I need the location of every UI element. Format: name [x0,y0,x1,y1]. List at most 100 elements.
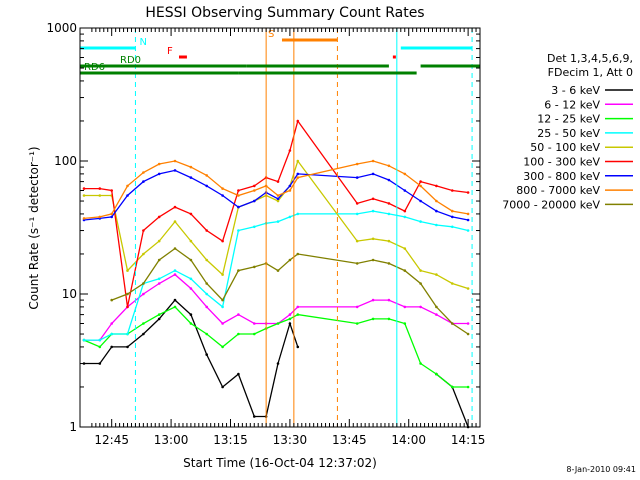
data-point-6-12-kev-5 [157,282,161,285]
data-point-50-100-kev-5 [157,239,161,243]
data-point-100-300-kev-8 [205,229,208,232]
x-tick-label-1300: 13:00 [154,433,189,447]
data-point-3-6-kev-5 [157,317,161,321]
series-line-50-100-kev [84,159,469,290]
data-point-300-800-kev-19 [403,189,407,192]
data-point-800-7000-kev-7 [189,165,193,169]
data-point-6-12-kev-6 [173,273,177,276]
data-point-50-100-kev-1 [98,194,102,197]
data-point-6-12-kev-4 [142,292,145,296]
data-point-50-100-kev-19 [403,247,407,250]
data-point-25-50-kev-9 [221,305,224,309]
legend-label-12-25-kev: 12 - 25 keV [537,113,600,126]
data-point-6-12-kev-20 [419,305,422,309]
data-point-7000-20000-kev-9 [221,298,224,302]
y-axis-label: Count Rate (s⁻¹ detector⁻¹) [27,146,41,309]
x-tick-label-1245: 12:45 [94,433,129,447]
legend-label-6-12-kev: 6 - 12 keV [544,98,600,111]
series-line-800-7000-kev [83,160,469,220]
data-point-3-6-kev-13 [276,362,280,365]
data-point-800-7000-kev-15 [296,176,300,179]
axis-layer: 1 10 100 1000 12:45 13:00 13:15 13:30 13:45 14:00… [46,21,485,447]
data-point-50-100-kev-8 [205,258,208,262]
data-point-25-50-kev-10 [237,229,240,232]
data-point-7000-20000-kev-23 [466,332,470,336]
data-point-6-12-kev-9 [221,322,224,325]
y-tick-label-10: 10 [62,287,77,301]
data-point-800-7000-kev-8 [205,174,208,177]
legend: Det 1,3,4,5,6,9, FDecim 1, Att 0 3 - 6 k… [502,52,633,211]
data-point-12-25-kev-4 [142,322,145,325]
data-point-50-100-kev-18 [387,239,391,243]
data-point-6-12-kev-16 [355,305,359,309]
data-point-800-7000-kev-14 [288,189,292,192]
data-point-7000-20000-kev-14 [288,258,292,262]
data-point-7000-20000-kev-21 [435,305,438,309]
data-point-3-6-kev-11 [253,415,256,418]
data-point-3-6-kev-4 [142,332,145,336]
data-point-100-300-kev-7 [189,212,193,216]
data-point-100-300-kev-23 [466,191,470,194]
data-point-3-6-kev-9 [221,385,224,389]
data-point-6-12-kev-8 [205,305,208,309]
series-line-100-300-kev [84,119,469,308]
data-point-7000-20000-kev-8 [205,282,208,285]
data-point-6-12-kev-7 [189,287,193,290]
data-point-50-100-kev-15 [296,159,300,163]
data-point-100-300-kev-9 [221,239,224,243]
data-point-7000-20000-kev-6 [173,247,177,250]
x-axis-label: Start Time (16-Oct-04 12:37:02) [183,456,377,470]
data-point-6-12-kev-10 [237,313,240,316]
data-point-25-50-kev-11 [253,225,256,229]
data-point-7000-20000-kev-22 [451,322,454,325]
data-point-50-100-kev-22 [451,282,454,285]
data-point-12-25-kev-13 [276,322,280,325]
data-point-25-50-kev-13 [276,220,280,223]
series-layer [82,119,470,429]
data-point-300-800-kev-5 [157,172,161,176]
x-tick-label-1345: 13:45 [332,433,367,447]
data-point-3-6-kev-6 [173,298,177,302]
data-point-50-100-kev-4 [142,252,145,256]
data-point-25-50-kev-8 [205,292,208,296]
y-tick-label-1: 1 [69,420,77,434]
data-point-50-100-kev-21 [435,273,438,276]
data-point-3-6-kev-15 [296,345,300,349]
data-point-50-100-kev-3 [126,269,129,272]
data-point-12-25-kev-23 [466,385,470,389]
data-point-300-800-kev-4 [142,180,145,183]
data-point-300-800-kev-21 [435,209,438,213]
x-tick-label-1415: 14:15 [451,433,486,447]
data-point-3-6-kev-14 [288,322,292,325]
legend-header-line-2: FDecim 1, Att 0 [548,66,633,79]
y-tick-label-1000: 1000 [46,21,77,35]
data-point-7000-20000-kev-5 [157,258,161,262]
data-point-25-50-kev-16 [355,212,359,216]
legend-header-line-1: Det 1,3,4,5,6,9, [547,52,633,65]
data-point-25-50-kev-17 [371,209,375,213]
data-point-800-7000-kev-10 [237,194,240,197]
legend-label-50-100-kev: 50 - 100 keV [530,141,600,154]
data-point-100-300-kev-17 [371,197,375,201]
data-point-12-25-kev-20 [419,362,422,365]
data-point-800-7000-kev-13 [276,194,280,197]
data-point-3-6-kev-2 [110,345,113,349]
data-point-7000-20000-kev-15 [296,252,300,256]
data-point-7000-20000-kev-7 [189,258,193,262]
data-point-100-300-kev-13 [276,180,280,183]
x-tick-label-1400: 14:00 [391,433,426,447]
data-point-800-7000-kev-11 [253,189,256,192]
data-point-800-7000-kev-3 [126,184,129,188]
data-point-800-7000-kev-22 [451,209,454,213]
series-line-300-800-kev [83,169,469,221]
x-tick-label-1315: 13:15 [213,433,248,447]
series-line-7000-20000-kev [111,247,469,335]
data-point-100-300-kev-3 [126,305,129,309]
data-point-50-100-kev-20 [419,269,422,272]
data-point-7000-20000-kev-3 [126,292,129,296]
plot-frame [79,27,481,428]
data-point-300-800-kev-2 [110,215,113,219]
data-point-50-100-kev-9 [221,273,224,276]
data-point-25-50-kev-6 [173,269,177,272]
